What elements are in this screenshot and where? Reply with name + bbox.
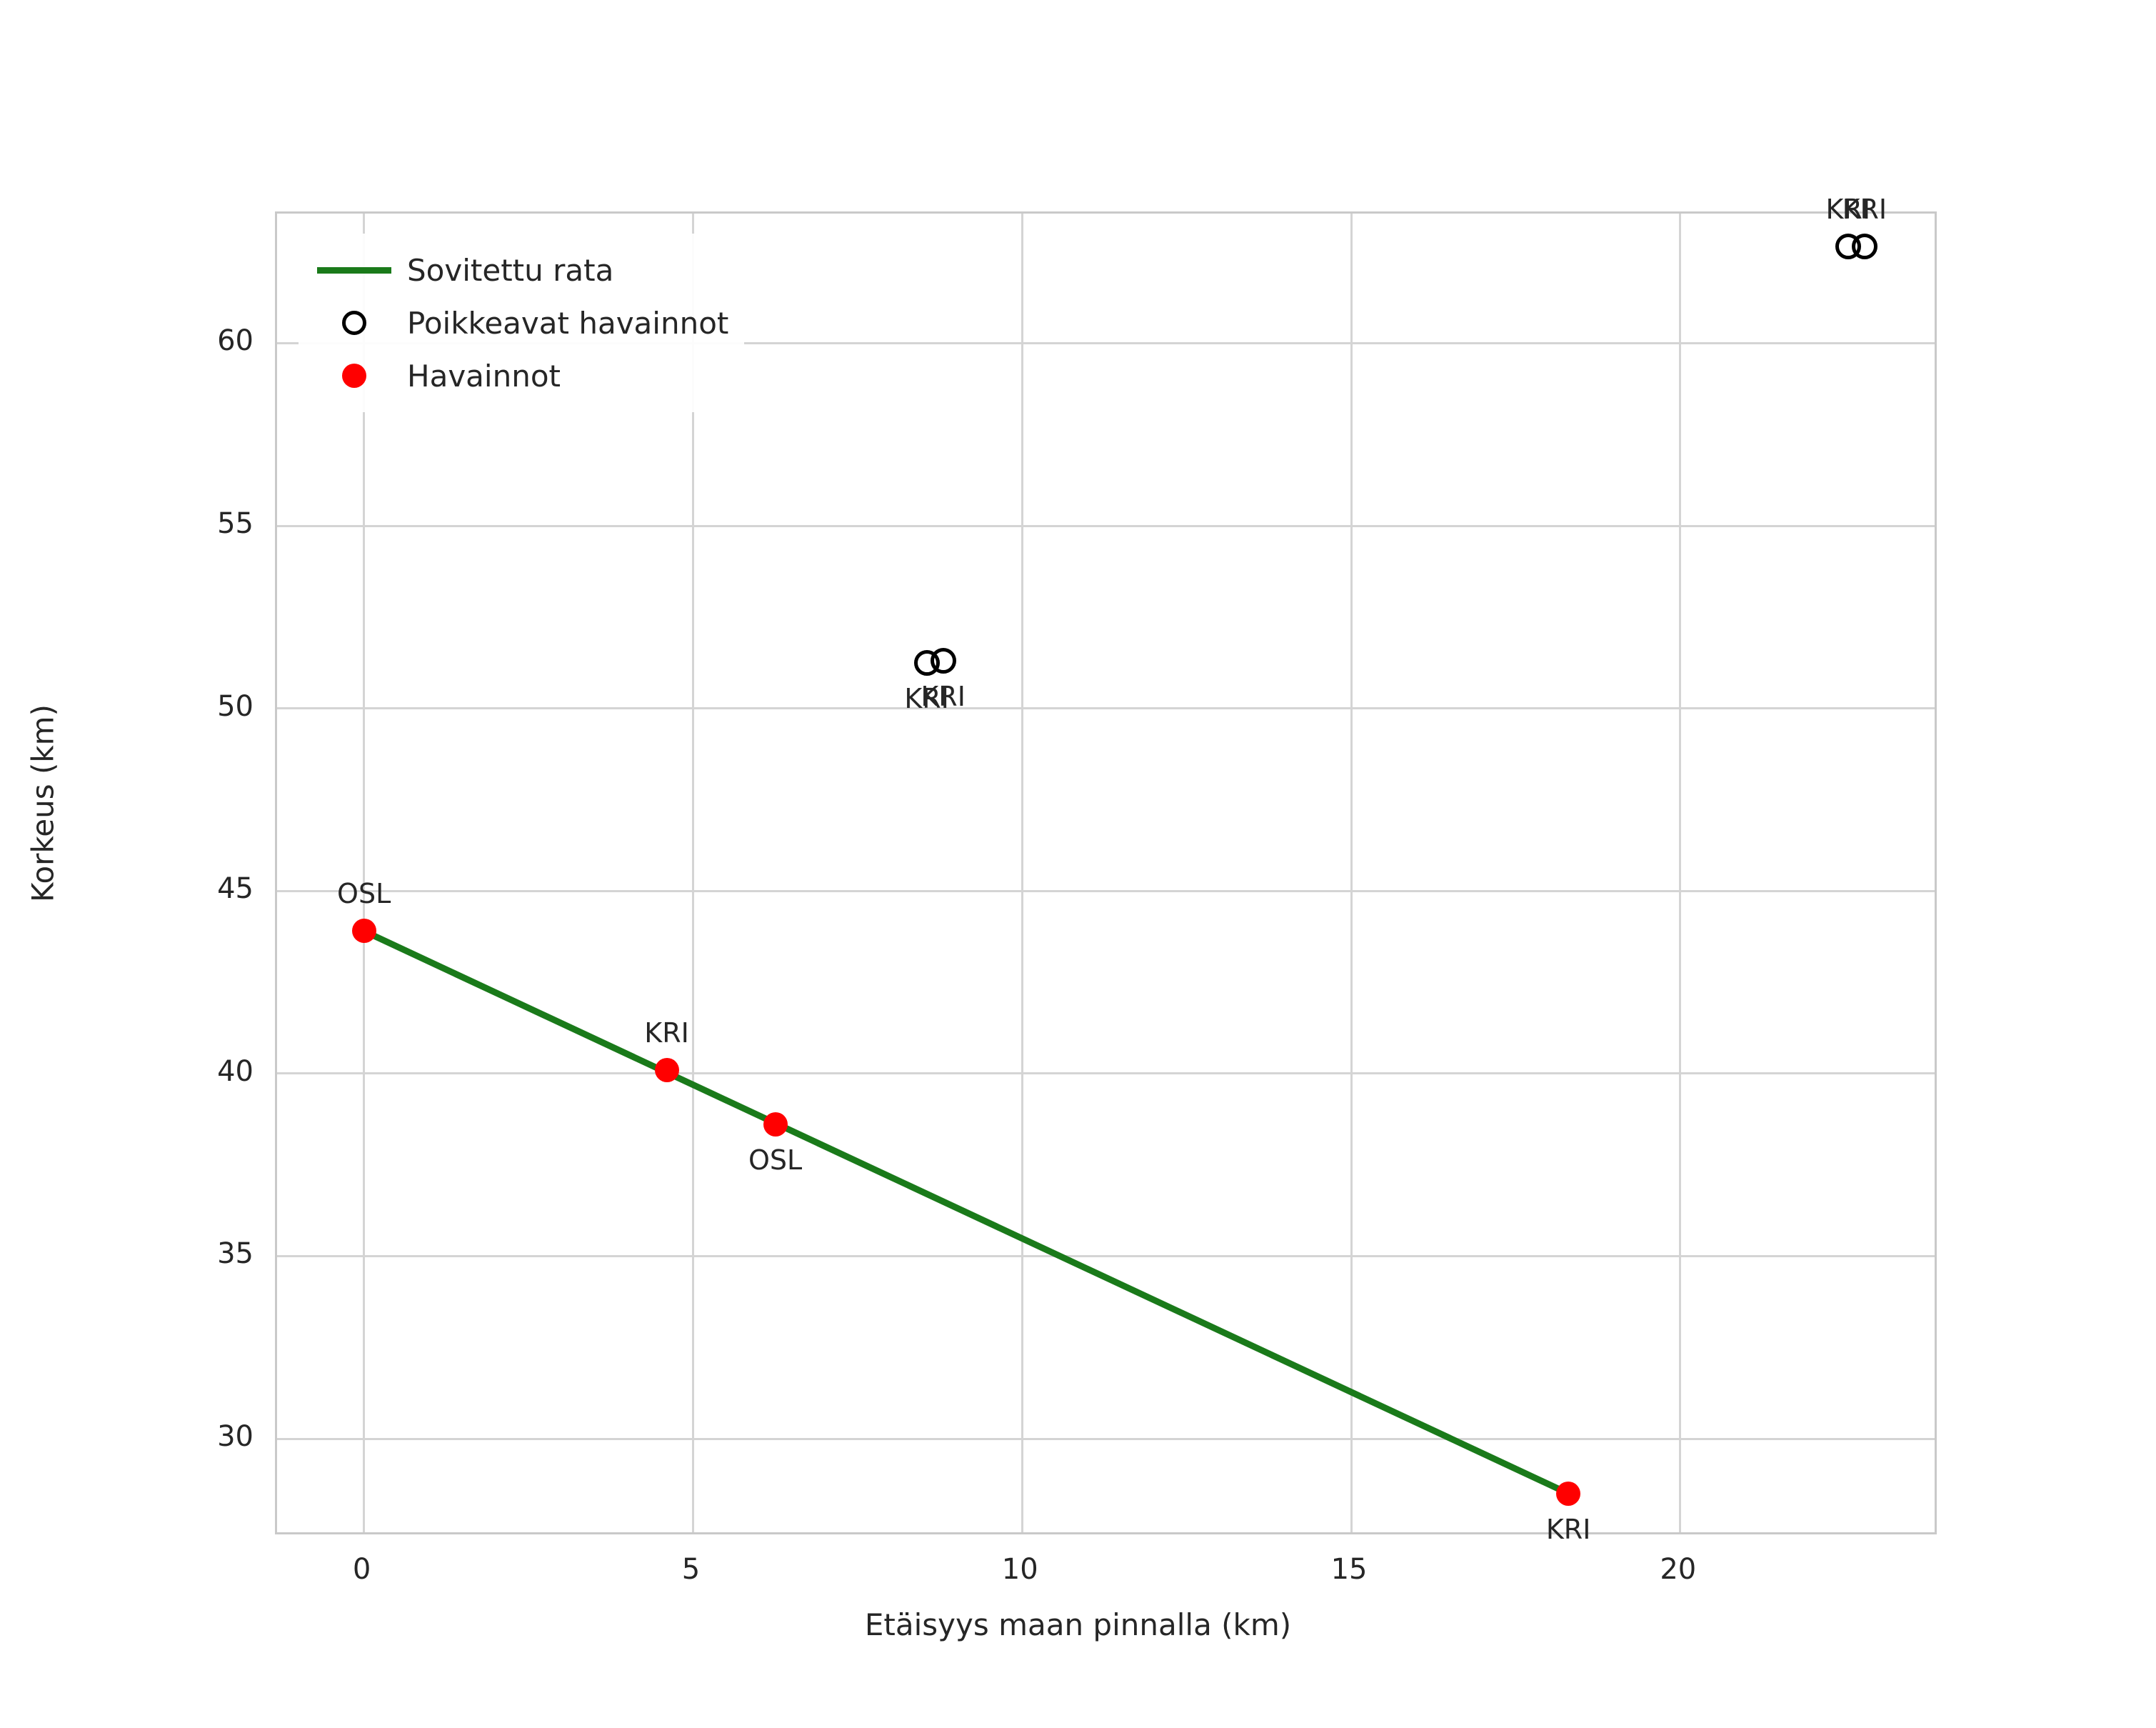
point-label: OSL [337, 878, 391, 910]
x-axis-title: Etäisyys maan pinnalla (km) [864, 1607, 1292, 1642]
observation-point-marker [654, 1057, 679, 1082]
x-tick-label-5: 5 [681, 1553, 701, 1586]
chart-legend: Sovitettu rata Poikkeavat havainnot Hava… [299, 234, 745, 412]
fitted-trajectory-line [362, 928, 1570, 1497]
line-swatch-icon [309, 266, 400, 274]
point-label: KRI [1545, 1513, 1591, 1545]
legend-item-fitted-line: Sovitettu rata [309, 244, 728, 296]
outlier-point-marker [930, 648, 956, 674]
gridline-y-50 [277, 707, 1935, 710]
y-axis-title: Korkeus (km) [25, 704, 61, 902]
gridline-y-60 [277, 341, 1935, 344]
legend-label-outliers: Poikkeavat havainnot [407, 305, 729, 341]
point-label: KRI [1825, 194, 1871, 226]
y-tick-label-45: 45 [217, 872, 254, 906]
x-tick-label-15: 15 [1330, 1553, 1368, 1586]
observation-point-marker [763, 1112, 788, 1137]
point-label: KRI [921, 681, 966, 713]
point-label: KRI [644, 1017, 689, 1049]
y-tick-label-50: 50 [217, 689, 254, 723]
point-label: OSL [748, 1144, 803, 1177]
gridline-x-15 [1350, 214, 1353, 1532]
point-label: KRI [1842, 194, 1887, 226]
plot-area: OSL KRI OSL KRI KRI KRI KRI KRI Sovitettu rata … [275, 194, 1937, 1545]
legend-item-observations: Havainnot [309, 349, 728, 402]
open-circle-swatch-icon [309, 311, 400, 335]
gridline-y-55 [277, 524, 1935, 527]
gridline-x-10 [1021, 214, 1023, 1532]
x-tick-label-10: 10 [1001, 1553, 1038, 1586]
gridline-x-5 [691, 214, 694, 1532]
gridline-x-0 [363, 214, 366, 1532]
legend-label-fitted-line: Sovitettu rata [407, 252, 614, 288]
legend-item-outliers: Poikkeavat havainnot [309, 296, 728, 349]
y-tick-label-55: 55 [217, 507, 254, 541]
filled-circle-swatch-icon [309, 364, 400, 388]
y-tick-label-35: 35 [217, 1237, 254, 1271]
gridline-y-40 [277, 1072, 1935, 1075]
observation-point-marker [351, 919, 376, 944]
gridline-y-45 [277, 889, 1935, 892]
x-tick-label-20: 20 [1660, 1553, 1697, 1586]
x-tick-label-0: 0 [352, 1553, 371, 1586]
gridline-y-35 [277, 1254, 1935, 1257]
legend-label-observations: Havainnot [407, 358, 561, 394]
point-label: KRI [904, 682, 949, 714]
y-tick-label-60: 60 [217, 324, 254, 358]
observation-point-marker [1556, 1481, 1581, 1506]
outlier-point-marker [1851, 234, 1877, 259]
y-tick-label-30: 30 [217, 1420, 254, 1453]
gridline-x-20 [1679, 214, 1682, 1532]
gridline-y-30 [277, 1437, 1935, 1440]
y-tick-label-40: 40 [217, 1054, 254, 1088]
